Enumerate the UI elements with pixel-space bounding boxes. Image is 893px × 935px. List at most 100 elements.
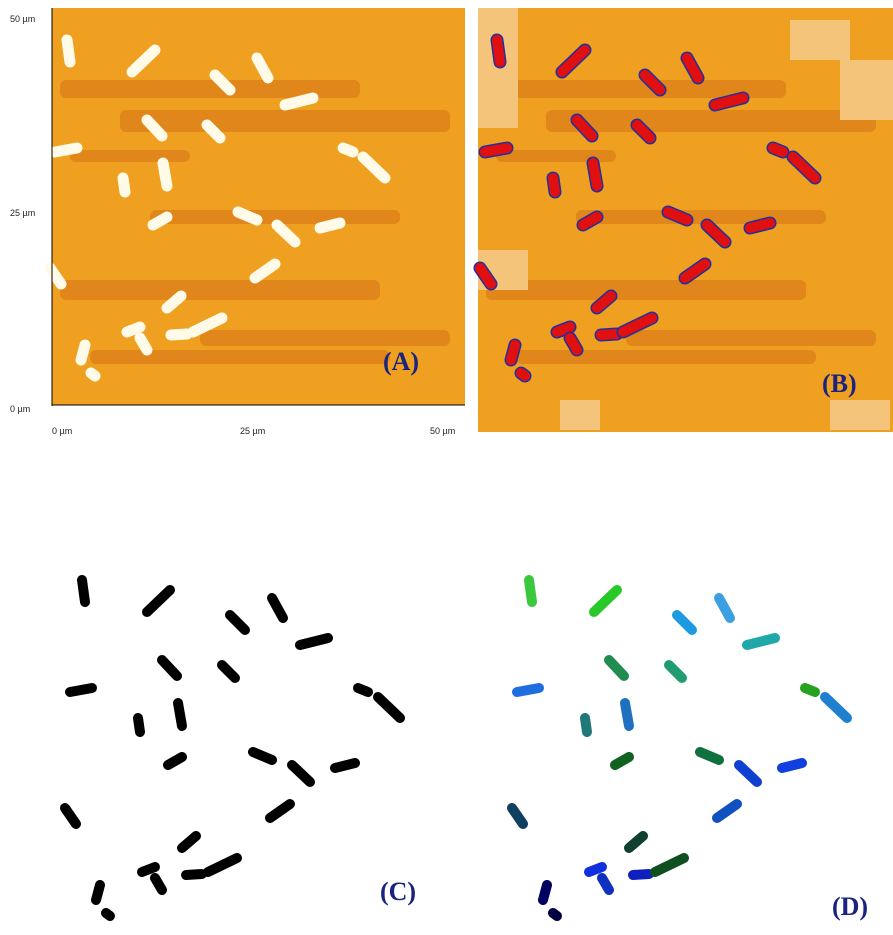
rod-b: [506, 340, 520, 365]
band: [496, 150, 616, 162]
rod-c: [353, 683, 373, 697]
rod-d: [714, 593, 735, 623]
rod-c: [295, 633, 333, 650]
rod-a: [209, 69, 236, 96]
rod-a: [201, 119, 226, 144]
rod-c: [65, 683, 97, 697]
rod-a: [165, 328, 193, 341]
band: [516, 350, 816, 364]
rod-a: [75, 339, 91, 366]
rod-b: [680, 259, 710, 283]
rod-c: [77, 575, 90, 607]
rod-d: [650, 853, 689, 877]
band: [486, 80, 786, 98]
rod-c: [181, 869, 207, 880]
rod-c: [60, 803, 81, 829]
x-label: 25 µm: [240, 426, 265, 436]
rod-c: [142, 585, 175, 617]
rod-c: [203, 853, 242, 877]
rod-b: [640, 70, 665, 95]
rod-d: [712, 799, 742, 823]
rod-c: [173, 698, 187, 731]
rod-c: [373, 692, 405, 723]
rod-d: [580, 713, 592, 737]
rod-a: [357, 151, 391, 184]
rod-c: [248, 747, 277, 765]
x-label: 50 µm: [430, 426, 455, 436]
rod-d: [695, 747, 724, 765]
band: [60, 80, 360, 98]
rod-a: [126, 44, 161, 78]
band: [120, 110, 450, 132]
rod-b: [702, 220, 730, 247]
rod-a: [121, 321, 146, 338]
patch: [840, 60, 893, 120]
rod-a: [279, 92, 319, 111]
panel-label: (C): [380, 877, 416, 906]
rod-b: [557, 45, 590, 77]
rod-d: [507, 803, 528, 829]
rod-c: [267, 593, 288, 623]
rod-d: [777, 758, 807, 773]
rod-b: [788, 152, 820, 183]
rod-d: [597, 873, 614, 895]
rod-a: [232, 206, 263, 226]
rods: [44, 33, 852, 921]
band: [60, 280, 380, 300]
rod-b: [480, 143, 512, 157]
rod-c: [91, 880, 105, 905]
rod-a: [157, 157, 173, 192]
rod-d: [589, 585, 622, 617]
rod-c: [177, 831, 201, 853]
band: [70, 150, 190, 162]
rod-b: [632, 120, 655, 143]
rod-b: [588, 158, 602, 191]
rod-b: [548, 173, 560, 197]
rod-d: [620, 698, 634, 731]
rod-a: [249, 258, 281, 284]
rod-b: [552, 322, 575, 337]
rod-d: [672, 610, 697, 635]
rod-c: [330, 758, 360, 773]
rod-d: [584, 862, 607, 877]
rod-c: [225, 610, 250, 635]
rod-a: [251, 52, 274, 84]
rod-d: [604, 655, 629, 681]
rod-a: [337, 142, 359, 158]
rod-a: [314, 217, 346, 234]
bands: [60, 8, 893, 430]
rod-b: [663, 207, 692, 225]
panel-label: (D): [832, 892, 868, 921]
rod-d: [734, 760, 762, 787]
band: [200, 330, 450, 346]
rod-d: [524, 575, 537, 607]
rod-c: [150, 873, 167, 895]
rod-a: [61, 34, 76, 68]
rod-b: [492, 35, 505, 67]
rod-c: [217, 660, 240, 683]
x-label: 0 µm: [52, 426, 72, 436]
rod-c: [287, 760, 315, 787]
rod-c: [157, 655, 182, 681]
panel-label: (A): [383, 347, 419, 376]
band: [546, 110, 876, 132]
rod-d: [512, 683, 544, 697]
rod-b: [745, 218, 775, 233]
panel-label: (B): [822, 369, 857, 398]
rod-b: [618, 313, 657, 337]
rod-c: [133, 713, 145, 737]
band: [90, 350, 390, 364]
rod-b: [592, 291, 616, 313]
rod-a: [134, 332, 153, 356]
rod-d: [548, 908, 562, 921]
rod-d: [742, 633, 780, 650]
rod-d: [628, 869, 654, 880]
rod-c: [265, 799, 295, 823]
y-label: 0 µm: [10, 404, 30, 414]
rod-c: [101, 908, 115, 921]
patch: [830, 400, 890, 430]
patch: [560, 400, 600, 430]
rod-d: [610, 752, 634, 770]
band: [486, 280, 806, 300]
